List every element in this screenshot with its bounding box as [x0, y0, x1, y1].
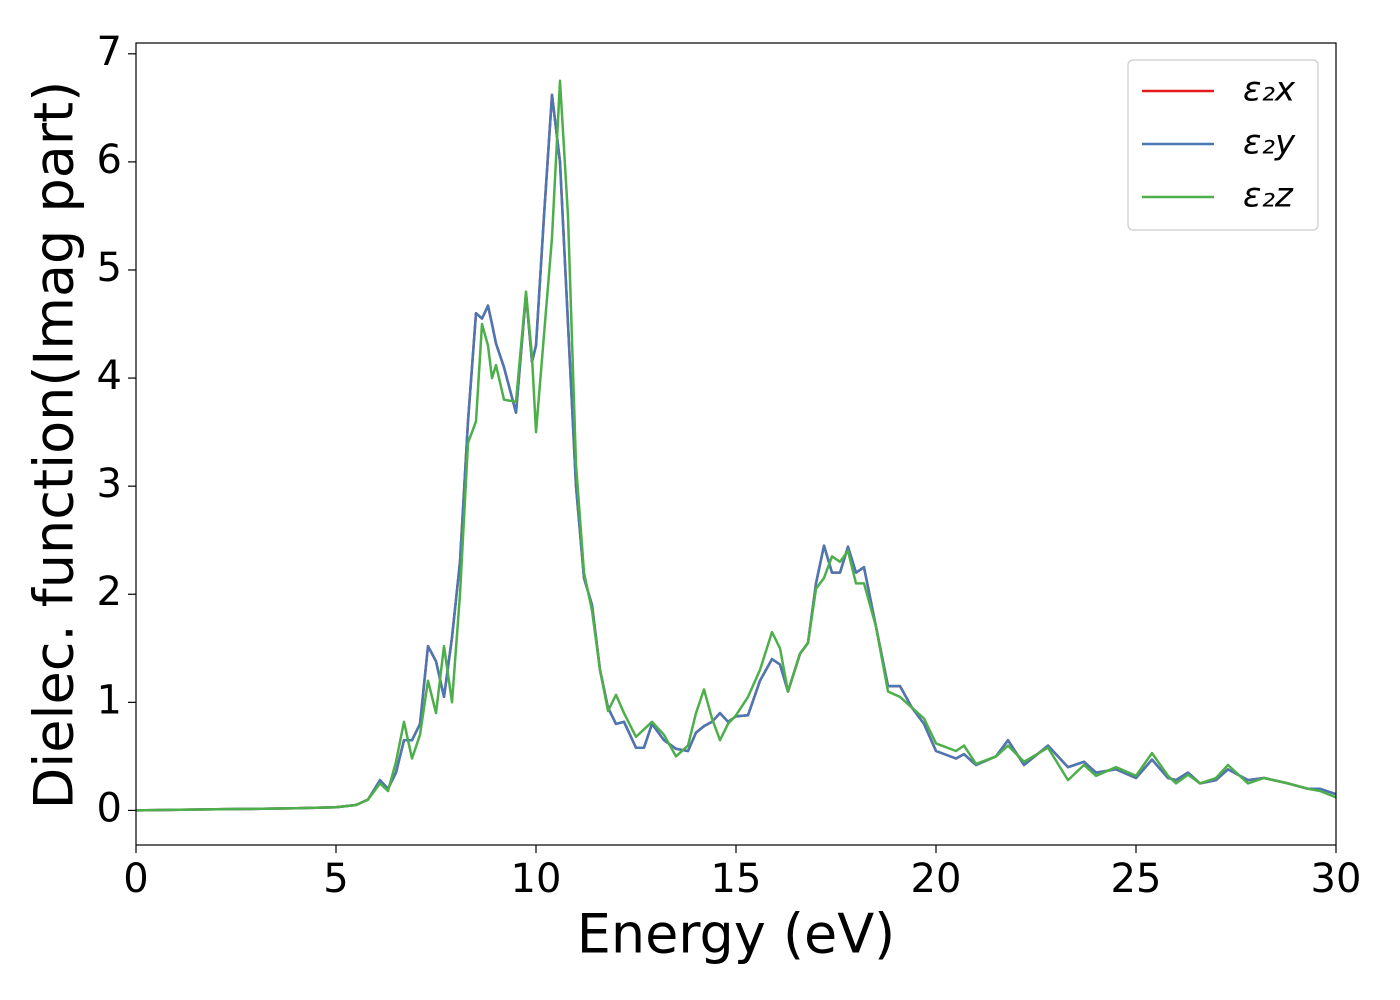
data-line — [135, 93, 1337, 812]
y-tick-label: 1 — [97, 677, 122, 723]
data-line — [135, 79, 1337, 812]
legend-label: ε₂y — [1243, 123, 1296, 163]
legend-label: ε₂x — [1243, 70, 1296, 110]
x-tick-label: 20 — [911, 856, 962, 902]
y-tick-label: 6 — [97, 137, 122, 183]
x-tick-label: 30 — [1311, 856, 1362, 902]
legend-label: ε₂z — [1243, 176, 1294, 216]
y-tick-label: 5 — [97, 245, 122, 291]
x-axis-label: Energy (eV) — [577, 903, 896, 966]
x-tick-label: 0 — [123, 856, 148, 902]
x-tick-label: 25 — [1111, 856, 1162, 902]
y-tick-label: 7 — [97, 29, 122, 75]
y-axis-label: Dielec. function(Imag part) — [23, 81, 86, 810]
legend-box — [1127, 59, 1319, 231]
y-tick-label: 4 — [97, 353, 122, 399]
y-tick-label: 0 — [97, 785, 122, 831]
x-tick-label: 15 — [711, 856, 762, 902]
x-tick-label: 10 — [511, 856, 562, 902]
y-tick-label: 3 — [97, 461, 122, 507]
legend: ε₂x ε₂y ε₂z — [1127, 59, 1319, 231]
y-tick-label: 2 — [97, 569, 122, 615]
x-tick-label: 5 — [323, 856, 348, 902]
